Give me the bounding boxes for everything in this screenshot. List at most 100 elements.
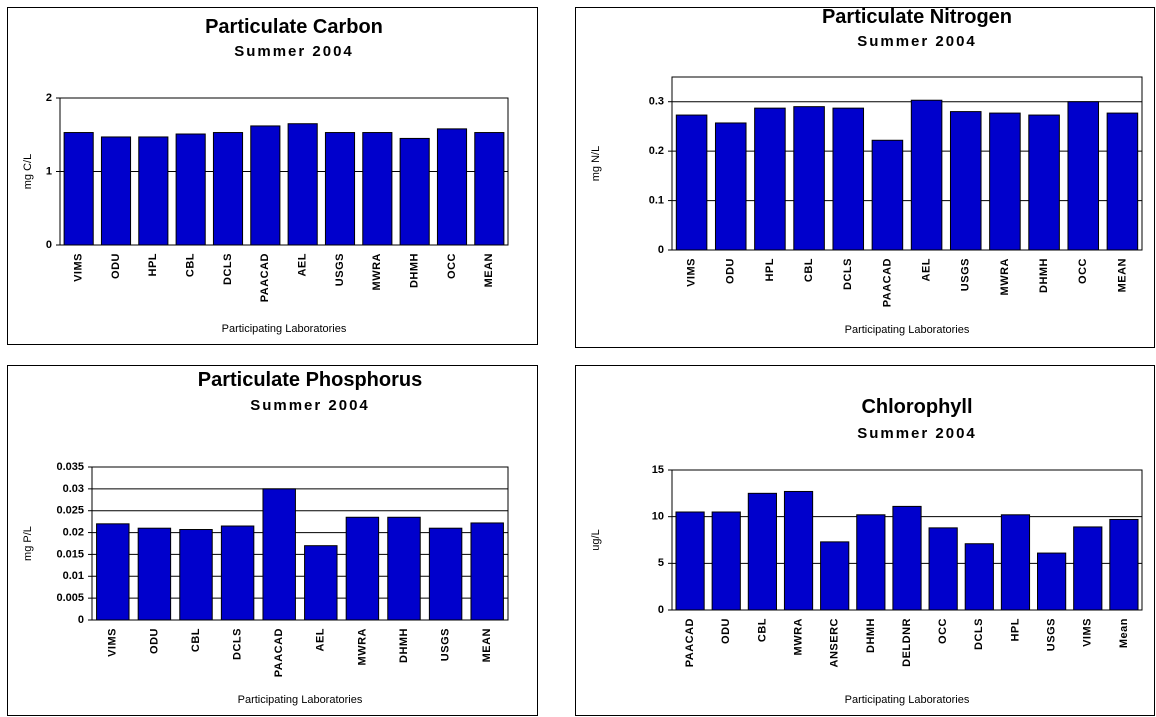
bar	[137, 527, 172, 621]
x-tick-label: MWRA	[792, 618, 804, 655]
x-tick-label: USGS	[334, 253, 346, 286]
y-tick-label: 0	[658, 244, 664, 256]
bar	[675, 114, 708, 251]
x-tick-label: DCLS	[842, 258, 854, 290]
y-tick-label: 0.035	[56, 461, 84, 473]
bar	[362, 132, 393, 246]
y-tick-label: 1	[46, 165, 52, 177]
y-tick-label: 0	[46, 239, 52, 251]
y-tick-label: 0.005	[56, 592, 84, 604]
bar	[287, 123, 318, 246]
bar	[470, 522, 504, 621]
bar	[675, 511, 705, 611]
bar	[928, 527, 958, 611]
x-tick-label: PAACAD	[881, 258, 893, 307]
x-tick-label: CBL	[803, 258, 815, 282]
x-tick-label: PAACAD	[684, 618, 696, 667]
bar	[871, 139, 904, 251]
bar	[714, 122, 747, 251]
y-tick-label: 0.02	[63, 526, 84, 538]
x-tick-label: CBL	[185, 253, 197, 277]
x-tick-label: DCLS	[973, 618, 985, 650]
x-tick-label: OCC	[937, 618, 949, 644]
x-tick-label: PAACAD	[259, 253, 271, 302]
bar	[711, 511, 741, 611]
chart-panel: Chlorophyll Summer 2004 0 5 10 15 ug/L PAACAD OD…	[575, 365, 1155, 716]
y-tick-label: 0.3	[649, 96, 664, 108]
chart-panel: Particulate Carbon Summer 2004 0 1 2 mg C/L VI…	[7, 7, 538, 345]
y-tick-label: 0.2	[649, 145, 664, 157]
y-axis-label: mg N/L	[590, 146, 602, 181]
x-tick-label: DCLS	[222, 253, 234, 285]
plot-frame	[671, 76, 1143, 251]
bar	[324, 132, 356, 246]
bar	[345, 516, 380, 621]
x-tick-label: VIMS	[107, 628, 119, 657]
x-tick-label: USGS	[440, 628, 452, 661]
x-tick-label: HPL	[1009, 618, 1021, 642]
x-tick-label: DHMH	[398, 628, 410, 663]
bar	[892, 505, 922, 611]
x-tick-label: ODU	[110, 253, 122, 279]
bar	[399, 137, 430, 246]
x-tick-label: MWRA	[356, 628, 368, 665]
bar	[1028, 114, 1060, 251]
x-tick-label: Mean	[1118, 618, 1130, 648]
x-tick-label: OCC	[1077, 258, 1089, 284]
x-axis-label: Participating Laboratories	[845, 694, 970, 706]
x-tick-label: USGS	[1046, 618, 1058, 651]
x-tick-label: MEAN	[481, 628, 493, 662]
x-tick-label: CBL	[190, 628, 202, 652]
x-tick-label: ODU	[725, 258, 737, 284]
chart-subtitle: Summer 2004	[857, 33, 977, 50]
bar	[212, 132, 244, 246]
x-tick-label: AEL	[920, 258, 932, 282]
x-tick-label: DHMH	[1038, 258, 1050, 293]
bar	[138, 136, 169, 246]
bar	[179, 529, 213, 621]
chart-title: Chlorophyll	[861, 396, 972, 418]
bar	[1000, 514, 1031, 611]
x-tick-label: HPL	[147, 253, 159, 277]
bar	[1067, 101, 1100, 251]
x-tick-label: AEL	[315, 628, 327, 652]
bar	[747, 492, 777, 611]
bar	[856, 514, 886, 611]
y-tick-label: 2	[46, 92, 52, 104]
x-tick-label: MWRA	[371, 253, 383, 290]
bar	[964, 543, 994, 611]
bar	[1073, 526, 1103, 611]
y-tick-label: 5	[658, 557, 664, 569]
y-axis-label: ug/L	[590, 529, 602, 550]
x-axis-label: Participating Laboratories	[845, 324, 970, 336]
bar	[436, 128, 468, 246]
bar	[754, 107, 786, 251]
y-axis-label: mg C/L	[22, 154, 34, 189]
x-tick-label: DELDNR	[901, 618, 913, 667]
chart-panel: Particulate Phosphorus Summer 2004 0 0.005 0…	[7, 365, 538, 716]
y-tick-label: 0.01	[63, 570, 84, 582]
x-tick-label: DHMH	[865, 618, 877, 653]
y-tick-label: 0.015	[56, 548, 84, 560]
x-tick-label: PAACAD	[273, 628, 285, 677]
x-tick-label: VIMS	[73, 253, 85, 282]
x-tick-label: MWRA	[999, 258, 1011, 295]
x-tick-label: ANSERC	[829, 618, 841, 667]
chart-title: Particulate Carbon	[205, 16, 383, 38]
chart-title: Particulate Nitrogen	[822, 6, 1012, 28]
chart-panel: Particulate Nitrogen Summer 2004 0 0.1 0.2 0.…	[575, 6, 1155, 348]
y-tick-label: 10	[652, 511, 664, 523]
bar	[175, 133, 206, 246]
bar	[428, 527, 463, 621]
x-tick-label: ODU	[148, 628, 160, 654]
chart-subtitle: Summer 2004	[234, 43, 354, 60]
x-tick-label: DCLS	[232, 628, 244, 660]
x-tick-label: VIMS	[685, 258, 697, 287]
x-axis-label: Participating Laboratories	[238, 694, 363, 706]
bar	[832, 107, 865, 251]
bar	[250, 125, 281, 246]
bar	[220, 525, 255, 621]
bar	[1106, 112, 1139, 251]
y-tick-label: 15	[652, 464, 664, 476]
bar	[1109, 518, 1139, 611]
